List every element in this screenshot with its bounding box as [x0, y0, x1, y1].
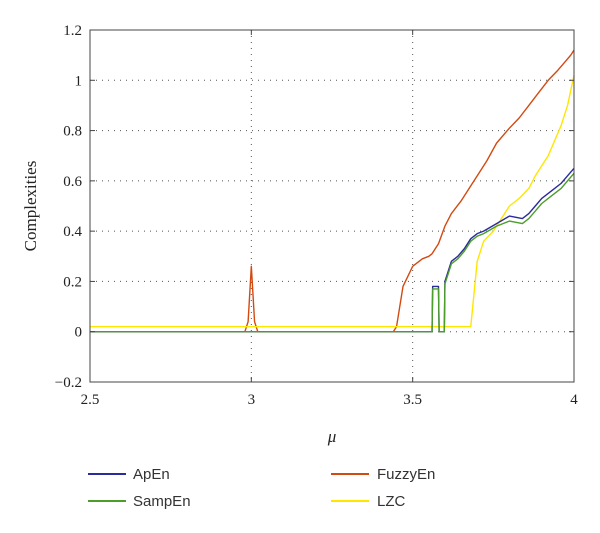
- x-axis-label: μ: [327, 427, 337, 446]
- ticks: 2.5 3 3.5 4 −0.2 0 0.2 0.4 0.6 0.8 1 1.2: [55, 23, 578, 408]
- y-tick-label: 0.6: [63, 174, 82, 190]
- y-tick-label: −0.2: [55, 375, 82, 391]
- x-tick-label: 3: [248, 392, 256, 408]
- legend-label-apen: ApEn: [133, 466, 170, 483]
- series-layer: [90, 49, 575, 333]
- series-line-fuzzyen: [90, 49, 575, 333]
- y-axis-label: Complexities: [21, 161, 40, 252]
- x-tick-label: 3.5: [403, 392, 422, 408]
- y-tick-label: 0.8: [63, 124, 82, 140]
- series-line-lzc: [90, 75, 575, 328]
- y-tick-label: 1: [75, 73, 83, 89]
- y-tick-label: 1.2: [63, 23, 82, 39]
- series-line-sampen: [90, 172, 575, 333]
- y-tick-label: 0.2: [63, 274, 82, 290]
- y-tick-label: 0.4: [63, 224, 82, 240]
- x-tick-label: 4: [570, 392, 578, 408]
- legend-label-lzc: LZC: [377, 493, 406, 510]
- legend: ApEn SampEn FuzzyEn LZC: [88, 466, 435, 510]
- plot-frame: [89, 29, 575, 383]
- legend-label-fuzzyen: FuzzyEn: [377, 466, 435, 483]
- x-tick-label: 2.5: [81, 392, 100, 408]
- y-tick-label: 0: [75, 325, 83, 341]
- legend-label-sampen: SampEn: [133, 493, 191, 510]
- plot-background: [90, 30, 574, 382]
